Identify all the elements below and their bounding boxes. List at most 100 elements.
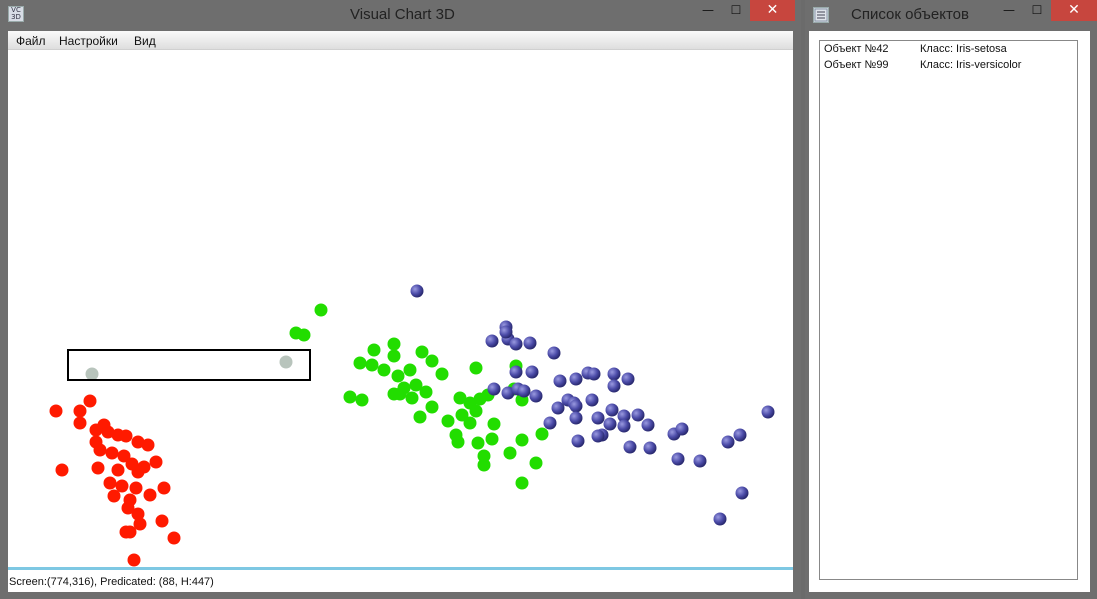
- data-point[interactable]: [117, 449, 131, 463]
- scatter-plot-3d[interactable]: [8, 50, 793, 569]
- data-point[interactable]: [643, 441, 657, 455]
- data-point[interactable]: [415, 345, 429, 359]
- data-point[interactable]: [391, 369, 405, 383]
- data-point[interactable]: [603, 417, 617, 431]
- data-point[interactable]: [387, 387, 401, 401]
- data-point[interactable]: [631, 408, 645, 422]
- data-point[interactable]: [314, 303, 328, 317]
- data-point[interactable]: [441, 414, 455, 428]
- data-point[interactable]: [89, 423, 103, 437]
- data-point[interactable]: [607, 379, 621, 393]
- data-point[interactable]: [585, 393, 599, 407]
- data-point[interactable]: [403, 363, 417, 377]
- data-point[interactable]: [119, 525, 133, 539]
- data-point[interactable]: [671, 452, 685, 466]
- data-point[interactable]: [721, 435, 735, 449]
- data-point[interactable]: [761, 405, 775, 419]
- data-point[interactable]: [499, 325, 513, 339]
- menu-settings[interactable]: Настройки: [59, 34, 118, 48]
- vc-app-icon[interactable]: VC 3D: [8, 6, 24, 22]
- data-point[interactable]: [509, 365, 523, 379]
- data-point[interactable]: [451, 435, 465, 449]
- data-point[interactable]: [455, 408, 469, 422]
- data-point[interactable]: [127, 553, 141, 567]
- data-point[interactable]: [73, 416, 87, 430]
- data-point[interactable]: [693, 454, 707, 468]
- data-point[interactable]: [131, 465, 145, 479]
- data-point[interactable]: [487, 382, 501, 396]
- list-titlebar[interactable]: Список объектов — ☐ ✕: [805, 0, 1097, 30]
- data-point[interactable]: [129, 481, 143, 495]
- data-point[interactable]: [485, 334, 499, 348]
- maximize-button[interactable]: ☐: [730, 3, 742, 17]
- data-point[interactable]: [529, 389, 543, 403]
- data-point[interactable]: [607, 367, 621, 381]
- data-point[interactable]: [569, 411, 583, 425]
- data-point[interactable]: [453, 391, 467, 405]
- data-point[interactable]: [569, 399, 583, 413]
- list-close-button[interactable]: ✕: [1051, 0, 1097, 21]
- data-point[interactable]: [469, 361, 483, 375]
- data-point[interactable]: [591, 429, 605, 443]
- list-minimize-button[interactable]: —: [1003, 3, 1015, 17]
- data-point[interactable]: [107, 489, 121, 503]
- data-point[interactable]: [387, 337, 401, 351]
- data-point[interactable]: [149, 455, 163, 469]
- data-point[interactable]: [473, 392, 487, 406]
- data-point[interactable]: [525, 365, 539, 379]
- data-point[interactable]: [55, 463, 69, 477]
- data-point[interactable]: [587, 367, 601, 381]
- data-point[interactable]: [641, 418, 655, 432]
- data-point[interactable]: [523, 336, 537, 350]
- list-item[interactable]: Объект №99 Класс: Iris-versicolor: [820, 57, 1077, 73]
- data-point[interactable]: [105, 446, 119, 460]
- data-point[interactable]: [49, 404, 63, 418]
- menu-view[interactable]: Вид: [134, 34, 156, 48]
- data-point[interactable]: [617, 409, 631, 423]
- data-point[interactable]: [543, 416, 557, 430]
- data-point[interactable]: [155, 514, 169, 528]
- data-point[interactable]: [517, 384, 531, 398]
- data-point[interactable]: [425, 400, 439, 414]
- data-point[interactable]: [515, 433, 529, 447]
- data-point[interactable]: [93, 443, 107, 457]
- data-point[interactable]: [471, 436, 485, 450]
- list-item[interactable]: Объект №42 Класс: Iris-setosa: [820, 41, 1077, 57]
- data-point[interactable]: [477, 458, 491, 472]
- data-point[interactable]: [623, 440, 637, 454]
- data-point[interactable]: [83, 394, 97, 408]
- data-point[interactable]: [713, 512, 727, 526]
- object-listbox[interactable]: Объект №42 Класс: Iris-setosa Объект №99…: [819, 40, 1078, 580]
- data-point[interactable]: [91, 461, 105, 475]
- data-point[interactable]: [367, 343, 381, 357]
- data-point[interactable]: [501, 386, 515, 400]
- data-point[interactable]: [133, 517, 147, 531]
- data-point[interactable]: [103, 476, 117, 490]
- data-point[interactable]: [435, 367, 449, 381]
- minimize-button[interactable]: —: [702, 3, 714, 17]
- data-point[interactable]: [487, 417, 501, 431]
- data-point[interactable]: [419, 385, 433, 399]
- data-point[interactable]: [111, 463, 125, 477]
- main-titlebar[interactable]: VC 3D Visual Chart 3D — ☐ ✕: [0, 0, 801, 30]
- data-point[interactable]: [119, 429, 133, 443]
- data-point[interactable]: [675, 422, 689, 436]
- data-point[interactable]: [101, 425, 115, 439]
- data-point[interactable]: [621, 372, 635, 386]
- data-point[interactable]: [425, 354, 439, 368]
- data-point[interactable]: [535, 427, 549, 441]
- selection-rectangle[interactable]: [67, 349, 311, 381]
- data-point[interactable]: [365, 358, 379, 372]
- data-point[interactable]: [529, 456, 543, 470]
- data-point[interactable]: [413, 410, 427, 424]
- data-point[interactable]: [297, 328, 311, 342]
- data-point[interactable]: [569, 372, 583, 386]
- data-point[interactable]: [157, 481, 171, 495]
- data-point[interactable]: [463, 416, 477, 430]
- data-point[interactable]: [733, 428, 747, 442]
- data-point[interactable]: [143, 488, 157, 502]
- data-point[interactable]: [121, 501, 135, 515]
- list-maximize-button[interactable]: ☐: [1031, 3, 1043, 17]
- data-point[interactable]: [355, 393, 369, 407]
- menu-file[interactable]: Файл: [16, 34, 46, 48]
